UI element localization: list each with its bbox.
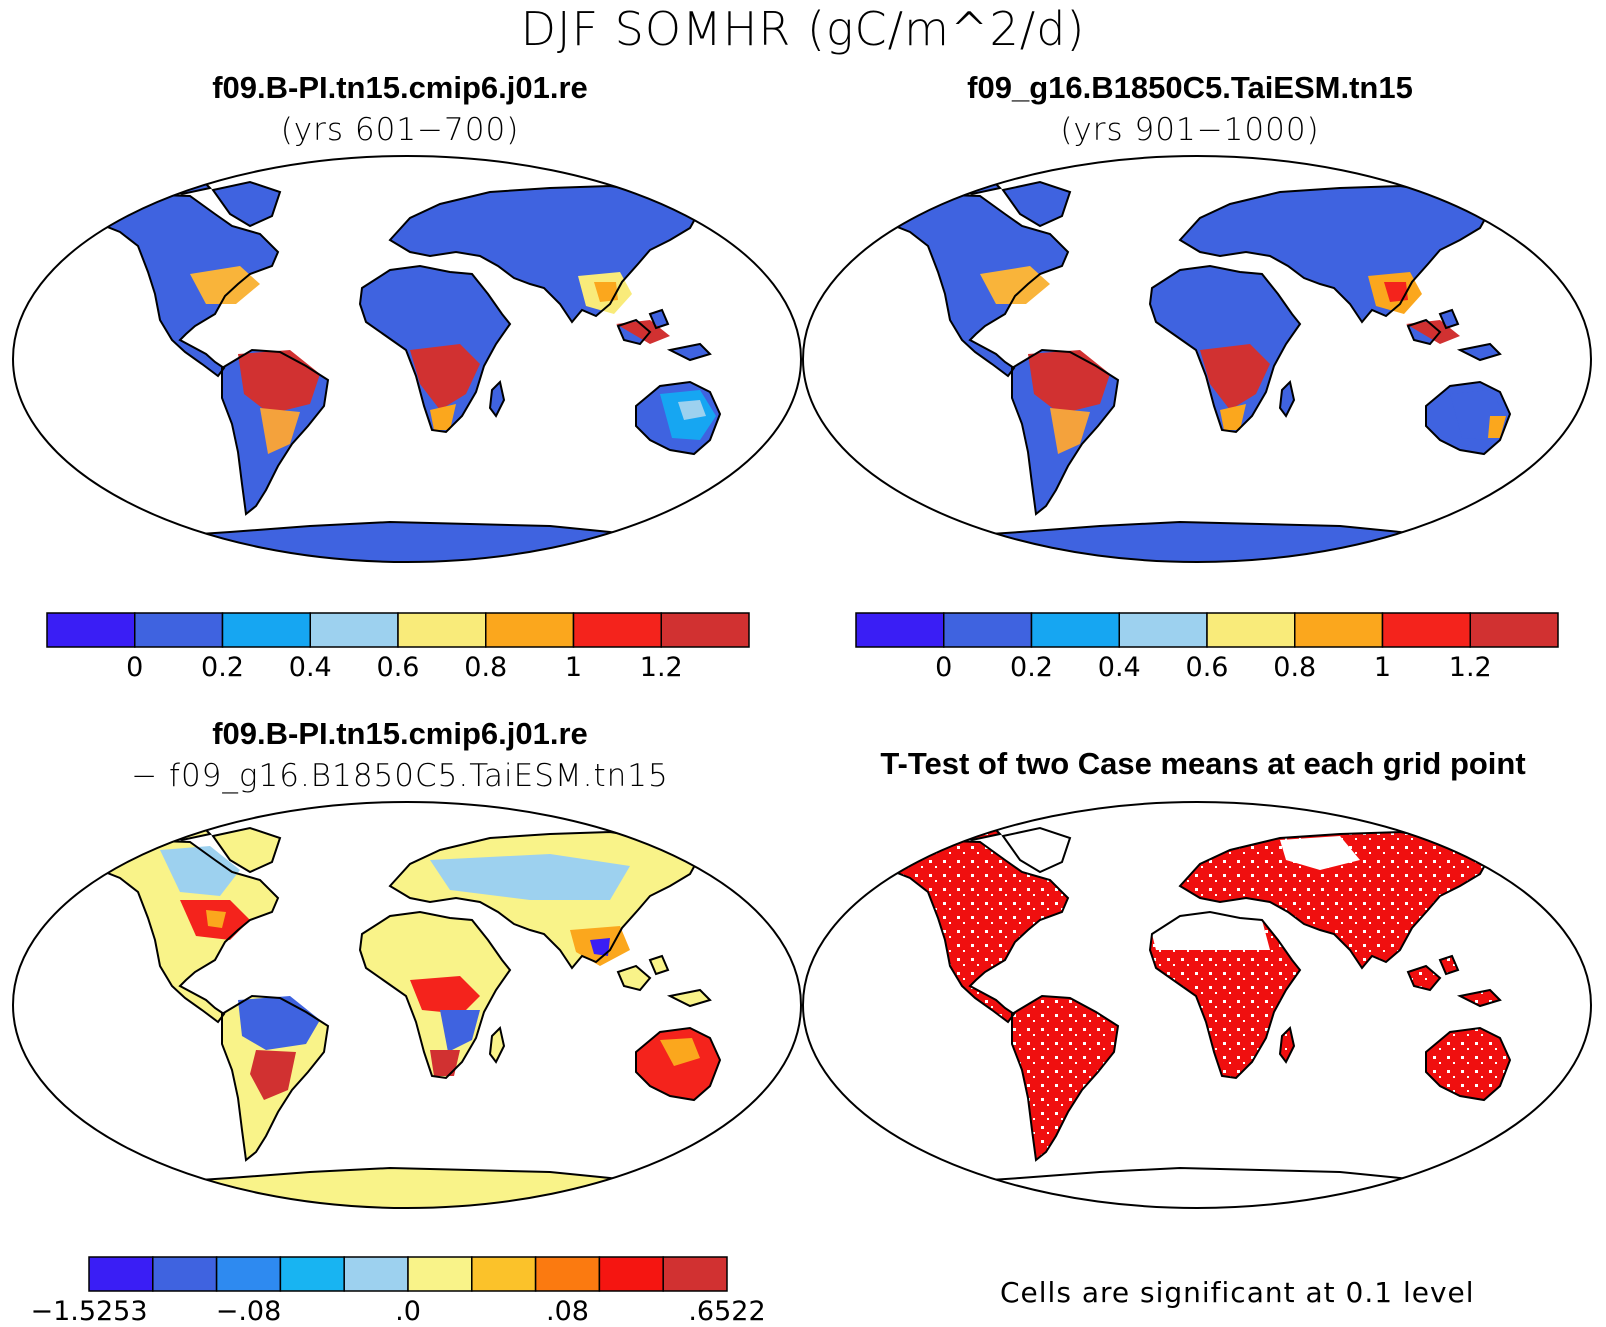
colorbar-tick-label: 0.4 [1097,652,1141,683]
colorbar-swatch [407,1256,473,1292]
colorbar-swatch [1030,612,1120,648]
panel1-title: f09.B-PI.tn15.cmip6.j01.re [212,70,588,105]
colorbar-swatch [1469,612,1559,648]
colorbar-swatch [343,1256,409,1292]
colorbar-swatch [1381,612,1471,648]
panel3-title: f09.B-PI.tn15.cmip6.j01.re [212,716,588,751]
significance-note: Cells are significant at 0.1 level [1000,1276,1475,1309]
colorbar-swatch [943,612,1033,648]
colorbar-swatch [152,1256,218,1292]
colorbar-swatch [662,1256,728,1292]
colorbar-tick-label: 0.4 [288,652,332,683]
map-panel1 [12,155,802,563]
colorbar-swatch [397,612,487,648]
panel2-title: f09_g16.B1850C5.TaiESM.tn15 [967,70,1413,105]
colorbar-tick-label: 0.2 [1010,652,1053,683]
colorbar-tick-label: 0.2 [201,652,244,683]
colorbar-tick-label: 1.2 [1448,652,1492,683]
colorbar-swatch [309,612,399,648]
colorbar-tick-label: 0 [126,652,144,683]
colorbar-tick-label: 0.6 [1185,652,1229,683]
colorbar-tick-label: 0.8 [464,652,508,683]
colorbar-swatch [572,612,662,648]
map-panel4 [802,801,1592,1209]
colorbar-swatch [279,1256,345,1292]
colorbar-swatch [855,612,945,648]
colorbar-swatch [46,612,136,648]
colorbar-tick-label: 1.2 [639,652,683,683]
colorbar-swatch [1294,612,1384,648]
colorbar-tick-label: .08 [546,1296,589,1327]
colorbar-panel1 [46,612,750,648]
colorbar-tick-label: 0.6 [376,652,420,683]
colorbar-tick-label: .6522 [688,1296,766,1327]
colorbar-swatch [1206,612,1296,648]
colorbar-tick-label: .0 [395,1296,421,1327]
panel4-title: T-Test of two Case means at each grid po… [880,746,1526,781]
colorbar-swatch [221,612,311,648]
colorbar-swatch [88,1256,154,1292]
colorbar-swatch [485,612,575,648]
colorbar-panel3 [88,1256,728,1292]
colorbar-swatch [660,612,750,648]
colorbar-panel2 [855,612,1559,648]
colorbar-swatch [534,1256,601,1292]
colorbar-swatch [598,1256,664,1292]
colorbar-tick-label: 0.8 [1273,652,1317,683]
colorbar-swatch [134,612,224,648]
panel2-subtitle: (yrs 901−1000) [1060,112,1320,148]
colorbar-swatch [471,1256,537,1292]
panel1-subtitle: (yrs 601−700) [280,112,520,148]
colorbar-tick-label: 1 [1373,652,1392,683]
colorbar-tick-label: −1.5253 [30,1296,148,1327]
map-panel3 [12,801,802,1209]
panel3-subtitle: − f09_g16.B1850C5.TaiESM.tn15 [131,758,669,794]
main-title: DJF SOMHR (gC/m^2/d) [520,2,1086,56]
map-panel2 [802,155,1592,563]
colorbar-swatch [1118,612,1208,648]
colorbar-tick-label: −.08 [215,1296,282,1327]
colorbar-tick-label: 1 [564,652,583,683]
colorbar-swatch [215,1256,282,1292]
colorbar-tick-label: 0 [935,652,953,683]
